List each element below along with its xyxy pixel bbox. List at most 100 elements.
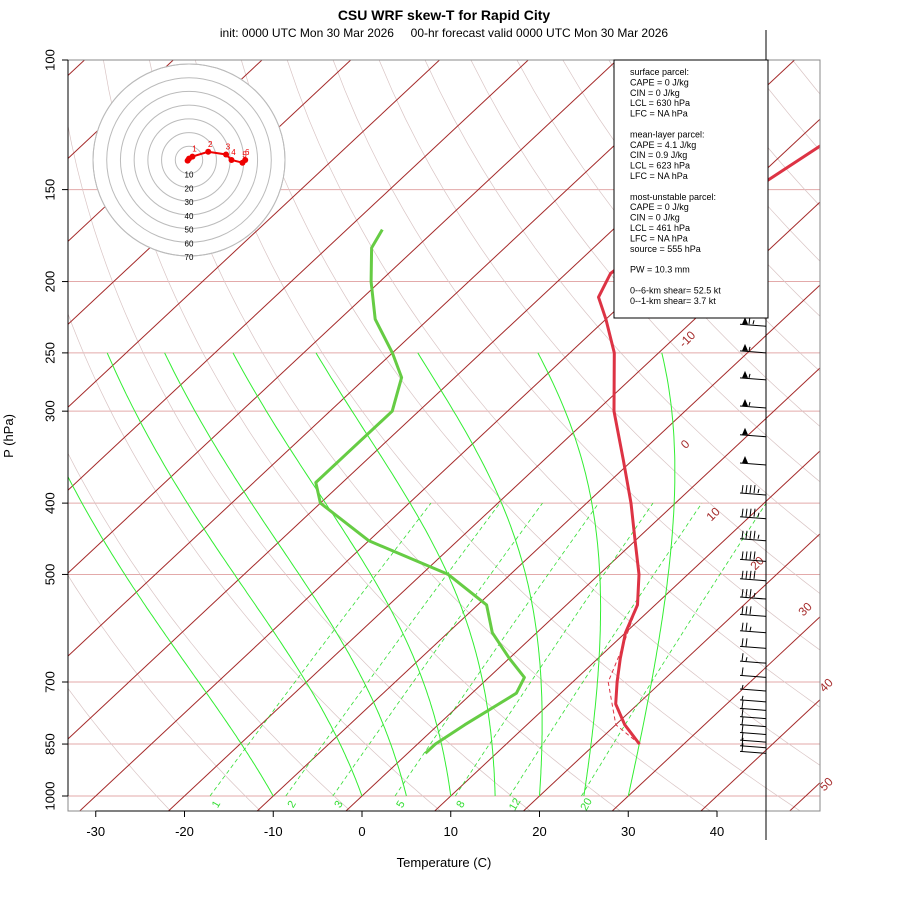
hodograph-ring-label: 10: [185, 171, 194, 180]
hodograph-height-label: 3: [226, 143, 231, 152]
wind-barb-full: [742, 571, 743, 579]
hodograph-ring-label: 70: [185, 253, 194, 262]
y-axis-label: P (hPa): [1, 414, 16, 458]
wind-barb-full: [746, 571, 747, 579]
info-box-line: LFC = NA hPa: [630, 233, 688, 243]
chart-subtitle: init: 0000 UTC Mon 30 Mar 2026 00-hr for…: [220, 26, 669, 40]
wind-barb-half: [758, 489, 759, 493]
info-box-line: most-unstable parcel:: [630, 192, 716, 202]
wind-barb-staff: [740, 733, 766, 735]
wind-barb-full: [750, 531, 751, 539]
wind-barb-full: [746, 606, 747, 614]
isotherm-label: 0: [678, 437, 693, 452]
isotherm-label: 40: [816, 675, 836, 695]
wind-barb-staff: [740, 700, 766, 702]
wind-barb-half: [749, 402, 750, 406]
mixing-ratio-label: 20: [578, 796, 595, 813]
wind-barb-half: [753, 320, 754, 324]
wind-barb-flag: [742, 428, 748, 435]
wind-barb: [740, 371, 766, 380]
mixing-ratio-label: 8: [454, 799, 467, 810]
wind-barb-flag: [742, 371, 748, 378]
isotherm-label: 50: [816, 774, 836, 794]
wind-barb-staff: [740, 463, 766, 465]
hodograph-point: [223, 152, 229, 158]
info-box-line: 0--1-km shear= 3.7 kt: [630, 296, 716, 306]
wind-barb-staff: [740, 406, 766, 408]
y-tick-label: 250: [43, 342, 58, 364]
wind-barb: [740, 638, 766, 648]
y-tick-label: 1000: [43, 782, 58, 811]
info-box-line: LFC = NA hPa: [630, 109, 688, 119]
wind-barb-full: [746, 638, 747, 646]
wind-barb-staff: [740, 631, 766, 633]
info-box-line: CIN = 0 J/kg: [630, 213, 680, 223]
wind-barb-half: [758, 513, 759, 517]
wind-barb-full: [742, 653, 743, 661]
wind-barb-full: [754, 485, 755, 493]
hodograph-ring-label: 40: [185, 212, 194, 221]
info-box-line: mean-layer parcel:: [630, 129, 705, 139]
hodograph-height-label: 1: [192, 145, 197, 154]
wind-barb: [740, 589, 766, 599]
wind-barb-staff: [740, 646, 766, 648]
x-tick-label: 40: [710, 824, 724, 839]
dry-adiabat-line: [747, 60, 900, 812]
info-box-line: LCL = 623 hPa: [630, 161, 690, 171]
x-axis-label: Temperature (C): [397, 855, 492, 870]
mixing-ratio-line: [581, 503, 766, 796]
mixing-ratio-label: 1: [210, 799, 223, 810]
wind-barb: [740, 667, 766, 677]
wind-barb-flag: [742, 344, 748, 351]
wind-barb: [740, 696, 766, 702]
info-box-line: CAPE = 4.1 J/kg: [630, 140, 696, 150]
wind-barb: [740, 606, 766, 616]
wind-barb-full: [746, 551, 747, 559]
dry-adiabat-line: [287, 60, 900, 812]
wind-barb-full: [742, 485, 743, 493]
y-tick-label: 100: [43, 49, 58, 71]
wind-barb-full: [746, 589, 747, 597]
x-tick-label: -30: [86, 824, 105, 839]
hodograph-point: [189, 154, 195, 160]
wind-barb: [740, 571, 766, 581]
hodograph-height-label: 4: [231, 148, 236, 157]
chart-title: CSU WRF skew-T for Rapid City: [338, 7, 551, 23]
wind-barb-flag: [742, 399, 748, 406]
wind-barb-staff: [740, 579, 766, 581]
wind-barb-full: [746, 531, 747, 539]
info-box-line: CIN = 0 J/kg: [630, 88, 680, 98]
wind-barb: [740, 456, 766, 465]
x-tick-label: -10: [264, 824, 283, 839]
wind-barb-full: [742, 509, 743, 517]
wind-barb-full: [742, 717, 743, 725]
wind-barb-half: [742, 696, 743, 700]
wind-barb-half: [754, 593, 755, 597]
info-box-line: PW = 10.3 mm: [630, 265, 690, 275]
mixing-ratio-label: 12: [507, 796, 524, 813]
info-box-line: CIN = 0.9 J/kg: [630, 150, 687, 160]
hodograph-ring-label: 20: [185, 184, 194, 193]
info-box-line: CAPE = 0 J/kg: [630, 202, 689, 212]
wind-barb: [740, 399, 766, 408]
wind-barb-half: [746, 657, 747, 661]
isotherm-line: [789, 26, 900, 811]
y-tick-label: 700: [43, 671, 58, 693]
mixing-ratio-line: [333, 503, 543, 796]
wind-barb-full: [742, 725, 743, 733]
wind-barb-full: [746, 509, 747, 517]
info-box-line: CAPE = 0 J/kg: [630, 77, 689, 87]
wind-barb-half: [749, 374, 750, 378]
wind-barb: [740, 623, 766, 633]
hodograph-height-label: 2: [208, 140, 213, 149]
mixing-ratio-line: [286, 503, 500, 796]
x-tick-label: 20: [532, 824, 546, 839]
wind-barb-full: [742, 551, 743, 559]
mixing-ratio-label: 2: [285, 799, 298, 810]
hodograph-ring-label: 60: [185, 239, 194, 248]
hodograph-height-label: 6: [245, 148, 250, 157]
info-box-line: LCL = 461 hPa: [630, 223, 690, 233]
wind-barb-full: [742, 709, 743, 717]
